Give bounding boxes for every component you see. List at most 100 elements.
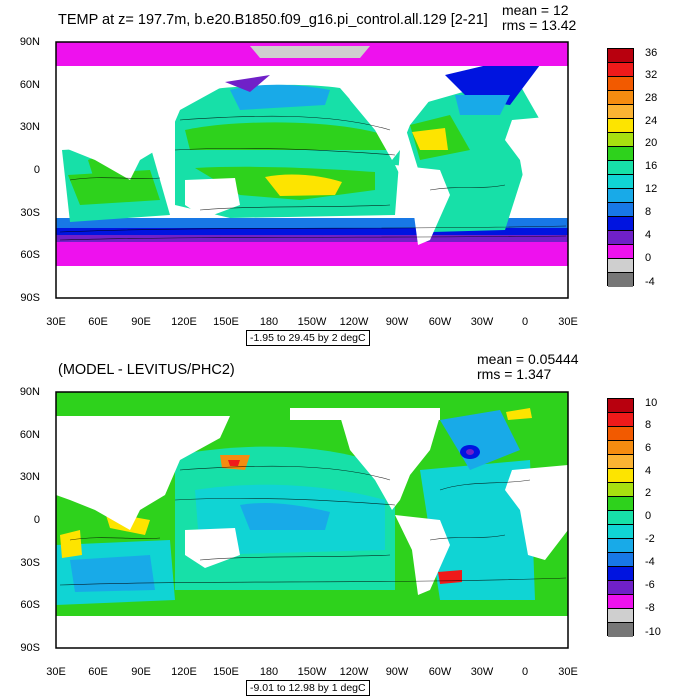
panel1-land-south-america bbox=[395, 165, 450, 245]
panel1-colorbar-label: 28 bbox=[645, 92, 658, 104]
panel1-colorbar-label: 20 bbox=[645, 137, 658, 149]
panel2-land-north-america bbox=[340, 416, 440, 510]
colorbar-swatch bbox=[608, 623, 633, 637]
panel2-atlantic bbox=[420, 460, 535, 600]
panel1-ytick: 90S bbox=[20, 292, 40, 304]
panel1-colorbar-label: 0 bbox=[645, 252, 652, 264]
colorbar-swatch bbox=[608, 91, 633, 105]
panel2-ytick: 90N bbox=[19, 386, 40, 398]
panel1-xtick: 60E bbox=[88, 316, 108, 328]
panel2-ytick: 0 bbox=[33, 514, 40, 526]
panel2-colorbar-label: -6 bbox=[645, 579, 655, 591]
panel2-ytick: 30S bbox=[20, 557, 40, 569]
colorbar-swatch bbox=[608, 63, 633, 77]
panel2-xtick: 30E bbox=[46, 666, 66, 678]
colorbar-swatch bbox=[608, 413, 633, 427]
panel2-title: (MODEL - LEVITUS/PHC2) bbox=[58, 362, 235, 378]
panel1-xtick: 150E bbox=[213, 316, 239, 328]
panel1-xtick: 150W bbox=[297, 316, 327, 328]
panel2-ytick: 30N bbox=[19, 471, 40, 483]
panel1-land-africa bbox=[505, 115, 568, 210]
colorbar-swatch bbox=[608, 595, 633, 609]
panel2-land-australia bbox=[185, 528, 240, 568]
colorbar-swatch bbox=[608, 259, 633, 273]
colorbar-swatch bbox=[608, 441, 633, 455]
panel1-colorbar-label: 32 bbox=[645, 69, 658, 81]
panel1-ytick: 90N bbox=[19, 36, 40, 48]
colorbar-swatch bbox=[608, 427, 633, 441]
panel1-southern-ocean-band bbox=[56, 240, 568, 266]
panel2-ytick: 90S bbox=[20, 642, 40, 654]
panel1-ytick: 30S bbox=[20, 207, 40, 219]
panel2-xtick: 150E bbox=[213, 666, 239, 678]
colorbar-swatch bbox=[608, 469, 633, 483]
panel2-xtick: 90E bbox=[131, 666, 151, 678]
panel2-xtick: 60W bbox=[428, 666, 452, 678]
panel1-colorbar-label: -4 bbox=[645, 276, 655, 288]
colorbar-swatch bbox=[608, 133, 633, 147]
panel2-colorbar-label: -10 bbox=[645, 626, 661, 638]
panel1-xtick: 120W bbox=[339, 316, 369, 328]
panel2-xtick: 30E bbox=[558, 666, 578, 678]
panel2-colorbar-label: 10 bbox=[645, 397, 658, 409]
panel1-colorbar-label: 4 bbox=[645, 229, 652, 241]
panel2-xtick: 60E bbox=[88, 666, 108, 678]
panel1-xtick: 30W bbox=[470, 316, 494, 328]
colorbar-swatch bbox=[608, 217, 633, 231]
panel1-range-note: -1.95 to 29.45 by 2 degC bbox=[246, 330, 370, 346]
colorbar-swatch bbox=[608, 539, 633, 553]
panel2-mean: mean = 0.05444 bbox=[477, 351, 579, 367]
panel1-land-north-america bbox=[340, 66, 440, 160]
colorbar-swatch bbox=[608, 511, 633, 525]
colorbar-swatch bbox=[608, 245, 633, 259]
panel2-colorbar bbox=[607, 398, 634, 637]
colorbar-swatch bbox=[608, 553, 633, 567]
colorbar-swatch bbox=[608, 175, 633, 189]
colorbar-swatch bbox=[608, 567, 633, 581]
colorbar-swatch bbox=[608, 455, 633, 469]
panel2-xtick: 30W bbox=[470, 666, 494, 678]
panel1-land-australia bbox=[185, 178, 240, 218]
panel1-xtick: 180 bbox=[259, 316, 279, 328]
panel1-xtick: 0 bbox=[521, 316, 529, 328]
panel2-colorbar-label: 6 bbox=[645, 442, 652, 454]
colorbar-swatch bbox=[608, 273, 633, 287]
panel2-colorbar-label: 4 bbox=[645, 465, 652, 477]
panel1-colorbar-label: 36 bbox=[645, 47, 658, 59]
panel2-land-antarctica bbox=[56, 616, 568, 648]
panel1-colorbar-label: 16 bbox=[645, 160, 658, 172]
panel2-xtick: 150W bbox=[297, 666, 327, 678]
panel2-colorbar-label: 2 bbox=[645, 487, 652, 499]
panel1-warm-pool bbox=[265, 174, 342, 196]
panel2-land-south-america bbox=[395, 515, 450, 595]
colorbar-swatch bbox=[608, 609, 633, 623]
panel1-colorbar-label: 12 bbox=[645, 183, 658, 195]
colorbar-swatch bbox=[608, 399, 633, 413]
panel2-xtick: 90W bbox=[385, 666, 409, 678]
panel2-colorbar-label: -2 bbox=[645, 533, 655, 545]
panel1-mean: mean = 12 bbox=[502, 2, 569, 18]
panel1-title: TEMP at z= 197.7m, b.e20.B1850.f09_g16.p… bbox=[58, 12, 488, 28]
panel1-land-antarctica bbox=[56, 266, 568, 298]
colorbar-swatch bbox=[608, 119, 633, 133]
panel2-xtick: 0 bbox=[521, 666, 529, 678]
colorbar-swatch bbox=[608, 203, 633, 217]
panel2-land-africa bbox=[505, 465, 568, 560]
panel2-range-note: -9.01 to 12.98 by 1 degC bbox=[246, 680, 370, 696]
panel2-xtick: 120W bbox=[339, 666, 369, 678]
colorbar-swatch bbox=[608, 231, 633, 245]
panel1-colorbar bbox=[607, 48, 634, 287]
panel1-ytick: 60S bbox=[20, 249, 40, 261]
panel2-land-eurasia bbox=[56, 416, 230, 530]
panel1-xtick: 60W bbox=[428, 316, 452, 328]
panel1-xtick: 30E bbox=[558, 316, 578, 328]
panel1-frame bbox=[55, 41, 569, 299]
panel1-xtick: 90W bbox=[385, 316, 409, 328]
panel2-xtick: 120E bbox=[171, 666, 197, 678]
panel1-colorbar-label: 8 bbox=[645, 206, 652, 218]
panel2-colorbar-label: 0 bbox=[645, 510, 652, 522]
panel1-xtick: 90E bbox=[131, 316, 151, 328]
panel1-ytick: 60N bbox=[19, 79, 40, 91]
